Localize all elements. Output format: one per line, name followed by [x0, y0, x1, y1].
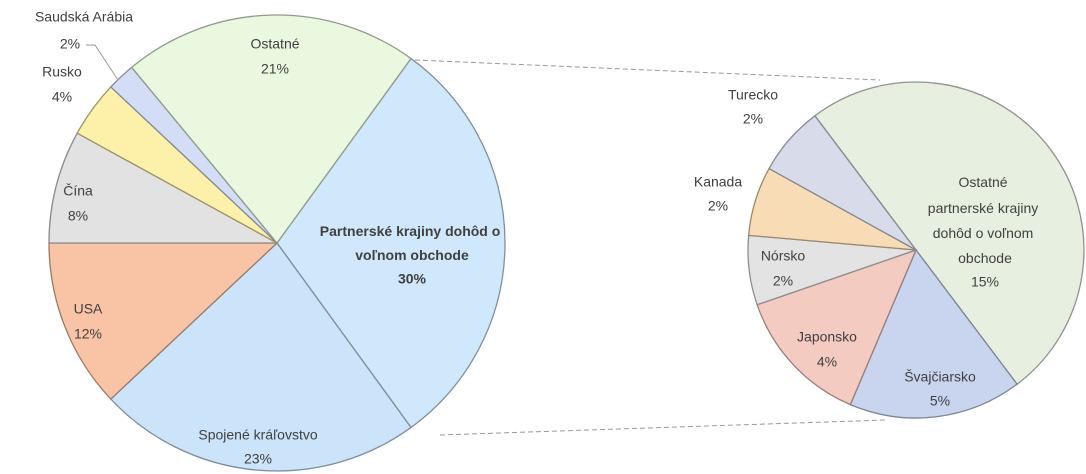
- pie-slice: [849, 248, 1019, 419]
- slice-label: Turecko: [728, 87, 778, 103]
- pie-slice: [130, 14, 412, 245]
- slice-value-label: 2%: [773, 273, 793, 289]
- slice-label: Japonsko: [797, 329, 857, 345]
- connector: [414, 59, 881, 81]
- connector: [439, 419, 886, 436]
- pie-slice: [813, 81, 1085, 386]
- pie-slice: [756, 248, 918, 406]
- slice-value-label: 23%: [244, 451, 272, 467]
- pie-slice: [276, 57, 506, 429]
- pie-slice: [48, 132, 278, 244]
- slice-label: Saudská Arábia: [35, 9, 133, 25]
- slice-value-label: 2%: [708, 198, 728, 214]
- slice-value-label: 2%: [743, 111, 763, 127]
- pie-slice: [768, 114, 917, 251]
- slice-value-label: 15%: [971, 274, 999, 290]
- slice-label: Čína: [63, 183, 93, 199]
- slice-value-label: 8%: [68, 208, 88, 224]
- slice-value-label: 4%: [817, 354, 837, 370]
- slice-value-label: 2%: [60, 36, 80, 52]
- slice-value-label: 12%: [74, 326, 102, 342]
- slice-value-label: 5%: [930, 393, 950, 409]
- slice-label: Ostatné: [250, 36, 299, 52]
- leader-line: [86, 44, 119, 81]
- slice-label: USA: [74, 301, 103, 317]
- slice-label: Ostatné partnerské krajiny dohôd o voľno…: [928, 174, 1042, 266]
- pie-slice: [109, 242, 412, 472]
- slice-label: Švajčiarsko: [904, 369, 976, 385]
- slice-label: Nórsko: [761, 248, 806, 264]
- slice-label: Spojené kráľovstvo: [198, 427, 317, 443]
- slice-label: Kanada: [694, 174, 742, 190]
- slice-value-label: 21%: [261, 61, 289, 77]
- slice-value-label: 4%: [52, 89, 72, 105]
- pie-slice: [48, 242, 279, 400]
- slice-label: Rusko: [42, 64, 82, 80]
- slice-label: Partnerské krajiny dohôd o voľnom obchod…: [320, 223, 504, 263]
- slice-value-label: 30%: [398, 271, 427, 287]
